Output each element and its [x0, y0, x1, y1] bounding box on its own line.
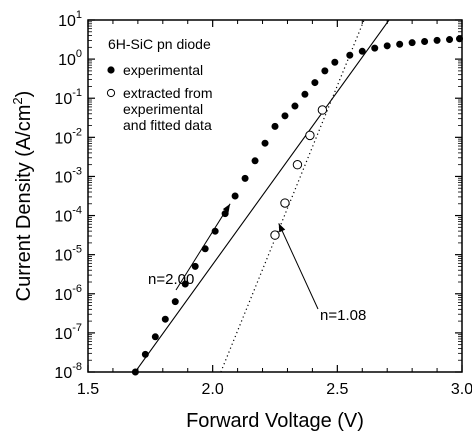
annotation-n-2-00: n=2.00: [148, 271, 194, 288]
legend-label-extracted-line-1: extracted from: [123, 85, 212, 101]
point-experimental-18: [311, 79, 319, 87]
point-experimental-5: [181, 280, 189, 288]
y-tick-label: 10-2: [54, 126, 82, 147]
point-extracted-2: [292, 160, 303, 170]
x-tick-label: 2.5: [326, 381, 348, 398]
point-experimental-1: [141, 350, 149, 358]
point-experimental-13: [261, 139, 269, 147]
point-experimental-10: [231, 192, 239, 200]
point-experimental-17: [301, 90, 309, 98]
fit-line-n-1-08: [220, 20, 365, 372]
point-extracted-4: [317, 105, 328, 115]
point-experimental-16: [291, 102, 299, 110]
point-experimental-11: [241, 174, 249, 182]
point-experimental-0: [131, 368, 139, 376]
y-axis-title-close: ): [13, 91, 35, 98]
axis-ticks: 1.5 2.0 2.5 3.0 101 100 10-1 10-2 10-3 10-4 10-5 10…: [54, 9, 472, 398]
y-tick-label: 10-6: [54, 283, 82, 304]
x-axis-title: Forward Voltage (V): [186, 410, 364, 432]
y-tick-label: 10-4: [54, 205, 82, 226]
point-experimental-27: [421, 38, 429, 46]
y-tick-label: 10-1: [54, 87, 82, 108]
legend-label-experimental: experimental: [123, 62, 203, 78]
point-experimental-6: [191, 262, 199, 270]
point-experimental-15: [281, 112, 289, 120]
point-extracted-1: [280, 198, 290, 208]
point-experimental-14: [271, 122, 279, 130]
point-experimental-4: [171, 298, 179, 306]
y-tick-label: 10-5: [54, 244, 82, 265]
point-experimental-24: [383, 42, 391, 50]
y-tick-label: 101: [58, 9, 82, 30]
arrow-n-1-08-shaft: [278, 223, 319, 310]
point-experimental-12: [251, 157, 259, 165]
point-experimental-28: [433, 36, 441, 44]
arrow-n-2-00-shaft: [175, 203, 231, 291]
x-tick-label: 3.0: [451, 381, 472, 398]
x-tick-label: 2.0: [202, 381, 224, 398]
point-experimental-21: [346, 51, 354, 59]
legend-label-extracted-line-3: and fitted data: [123, 117, 212, 133]
y-tick-label: 100: [58, 48, 82, 69]
point-experimental-26: [408, 39, 416, 47]
annotation-n-1-08: n=1.08: [320, 307, 366, 324]
point-experimental-30: [456, 35, 464, 43]
y-tick-label: 10-8: [54, 361, 82, 382]
y-tick-label: 10-7: [54, 322, 82, 343]
point-experimental-20: [331, 58, 339, 66]
point-experimental-19: [321, 67, 329, 75]
point-experimental-23: [371, 44, 379, 52]
point-extracted-0: [270, 230, 280, 240]
legend-marker-extracted: [106, 88, 116, 98]
y-axis-title-superscript: 2: [10, 97, 25, 104]
point-experimental-2: [151, 333, 159, 341]
plot-frame: [87, 19, 463, 373]
x-tick-label: 1.5: [77, 381, 99, 398]
fit-line-n-2-00: [134, 20, 390, 372]
data-markers: [131, 35, 464, 376]
point-experimental-22: [358, 47, 366, 55]
arrow-n-2-00-head: [222, 203, 231, 213]
point-experimental-29: [446, 36, 454, 44]
legend-title: 6H-SiC pn diode: [108, 36, 211, 52]
point-experimental-25: [396, 40, 404, 48]
legend: 6H-SiC pn diode experimental extracted f…: [106, 36, 212, 133]
legend-label-extracted-line-2: experimental: [123, 101, 203, 117]
arrow-n-1-08-head: [278, 223, 286, 233]
y-tick-label: 10-3: [54, 165, 82, 186]
point-extracted-3: [305, 130, 315, 141]
legend-marker-experimental: [107, 66, 115, 74]
y-axis-title-main: Current Density (A/cm: [13, 105, 35, 302]
point-experimental-3: [161, 315, 169, 323]
annotations: n=2.00 n=1.08: [148, 203, 366, 324]
y-axis-title: Current Density (A/cm2): [10, 91, 35, 302]
fit-lines: [134, 20, 390, 372]
